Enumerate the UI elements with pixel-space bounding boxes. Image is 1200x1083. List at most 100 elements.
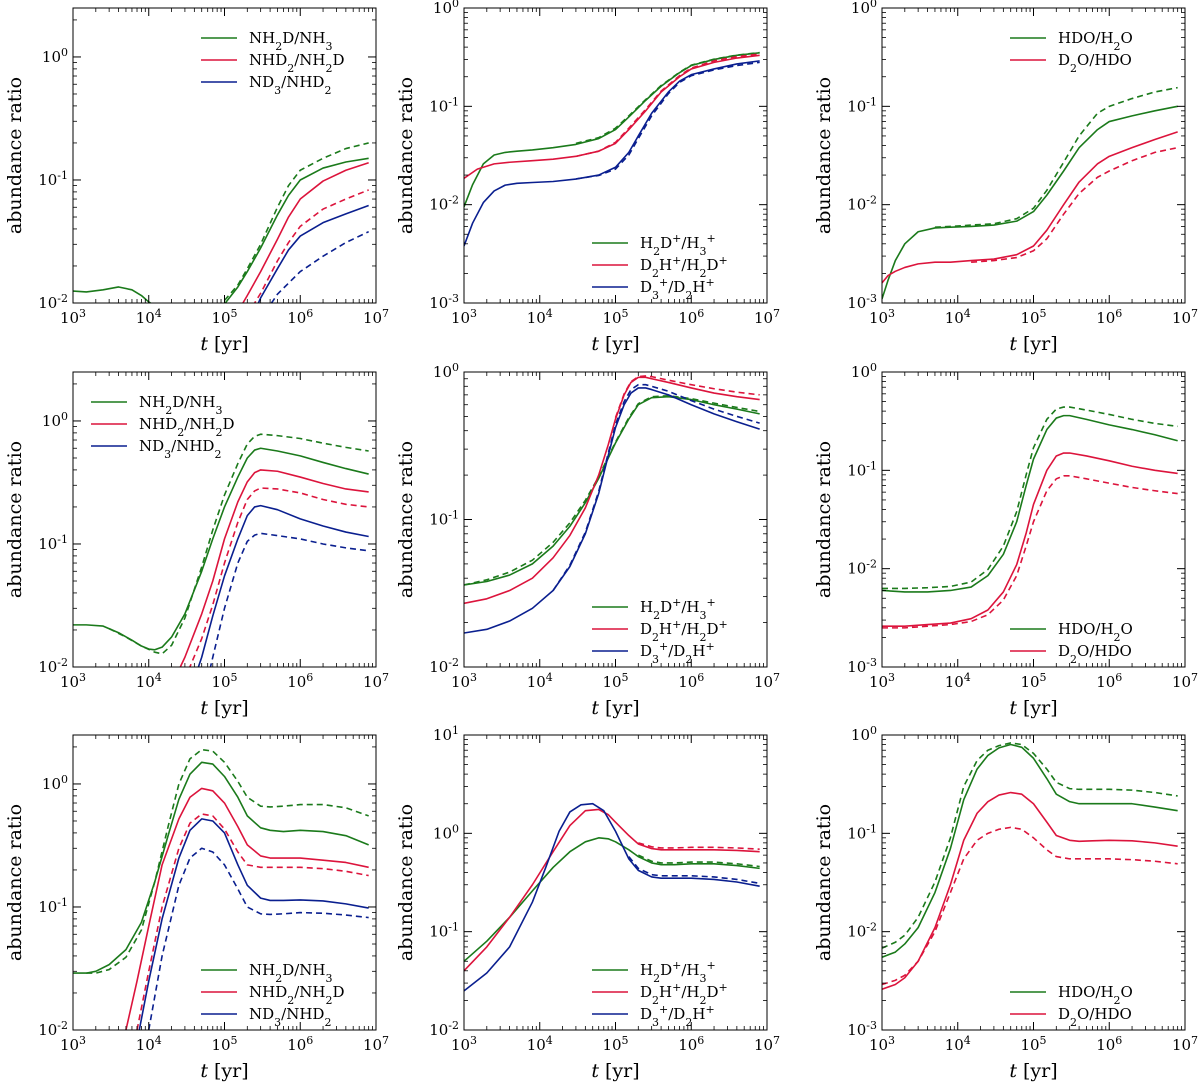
series-line-nh2d-nh3 <box>73 447 369 651</box>
y-axis: 10-3 10-2 10-1 100 <box>847 724 1185 1040</box>
y-tick-label: 10-1 <box>38 168 68 189</box>
x-tick-label: 105 <box>602 671 628 692</box>
chart-panel-row1-col3: 103 104 105 106 107 10-3 10-2 10-1 100 t [yr] abun… <box>813 0 1198 355</box>
axes-frame <box>881 7 1186 304</box>
y-tick-label: 10-2 <box>429 1019 459 1040</box>
legend-label-d2o-hdo: D2O/HDO <box>1058 51 1132 75</box>
series-line-d2h-h2d- <box>464 808 760 972</box>
x-tick-label: 104 <box>527 307 553 328</box>
x-axis: 103 104 105 106 107 <box>451 735 780 1054</box>
x-tick-label: 103 <box>60 671 86 692</box>
legend-label-d2o-hdo: D2O/HDO <box>1058 1005 1132 1029</box>
series-line-d2o-hdo <box>882 791 1178 990</box>
y-tick-label: 100 <box>433 822 459 843</box>
y-tick-label: 10-1 <box>38 895 68 916</box>
plot-area <box>73 142 370 303</box>
y-tick-label: 10-2 <box>38 292 68 313</box>
y-tick-label: 10-1 <box>429 508 459 529</box>
x-tick-label: 106 <box>287 671 313 692</box>
x-tick-label: 103 <box>451 307 477 328</box>
y-tick-label: 10-2 <box>429 193 459 214</box>
legend-label-d3-d2h-: D3+/D2H+ <box>640 1003 715 1029</box>
y-tick-label: 10-1 <box>429 920 459 941</box>
series-line-d3-d2h--dashed <box>552 383 760 591</box>
chart-panel-row3-col2: 103 104 105 106 107 10-2 10-1 100 101 t [yr] abund… <box>395 724 780 1083</box>
x-tick-label: 103 <box>869 671 895 692</box>
series-line-d3-d2h- <box>464 387 760 634</box>
y-tick-label: 10-3 <box>847 292 877 313</box>
series-line-nhd2-nh2d <box>179 469 369 667</box>
y-tick-label: 100 <box>851 0 877 17</box>
x-tick-label: 106 <box>678 307 704 328</box>
series-line-d2h-h2d--dashed <box>614 375 760 418</box>
y-tick-label: 10-2 <box>38 656 68 677</box>
y-tick-label: 10-1 <box>847 459 877 480</box>
series-line-d3-d2h--dashed <box>575 61 760 180</box>
x-tick-label: 107 <box>363 671 389 692</box>
x-axis-label: t [yr] <box>200 1060 248 1082</box>
x-tick-label: 103 <box>869 307 895 328</box>
x-tick-label: 105 <box>602 307 628 328</box>
legend-label-hdo-h2o: HDO/H2O <box>1058 620 1133 644</box>
x-tick-label: 106 <box>287 307 313 328</box>
series-line-nhd2-nh2d-dashed <box>136 813 369 1030</box>
series-line-nd3-nhd2-dashed <box>209 532 369 667</box>
plot-area <box>73 433 369 667</box>
series-line-h2d-h3--dashed <box>464 394 760 586</box>
y-tick-label: 100 <box>851 361 877 382</box>
series-line-hdo-h2o-dashed <box>934 86 1178 228</box>
chart-panel-row3-col1: 103 104 105 106 107 10-2 10-1 100 t [yr] abundanc… <box>4 734 389 1082</box>
series-line-hdo-h2o <box>882 105 1178 300</box>
series-line-hdo-h2o <box>882 414 1178 593</box>
x-tick-label: 105 <box>602 1034 628 1055</box>
x-tick-label: 104 <box>945 307 971 328</box>
x-tick-label: 107 <box>363 1034 389 1055</box>
y-axis-label: abundance ratio <box>4 77 26 234</box>
axes-frame <box>881 734 1186 1031</box>
x-tick-label: 105 <box>1020 307 1046 328</box>
x-tick-label: 106 <box>678 671 704 692</box>
x-tick-label: 105 <box>211 307 237 328</box>
series-line-nd3-nhd2 <box>257 204 369 303</box>
y-axis: 10-2 10-1 100 <box>38 746 376 1039</box>
axes-frame <box>72 734 377 1031</box>
series-line-h2d-h3- <box>464 395 760 586</box>
legend-label-nd3-nhd2: ND3/NHD2 <box>249 1005 331 1029</box>
y-tick-label: 10-2 <box>847 920 877 941</box>
y-tick-label: 10-1 <box>38 532 68 553</box>
y-tick-label: 10-2 <box>429 656 459 677</box>
y-tick-label: 100 <box>42 772 68 793</box>
y-axis: 10-2 10-1 100 101 <box>429 724 767 1040</box>
x-axis-label: t [yr] <box>1009 1060 1057 1082</box>
y-tick-label: 10-1 <box>847 95 877 116</box>
y-tick-label: 10-2 <box>847 193 877 214</box>
series-line-nh2d-nh3-dashed <box>86 748 369 974</box>
y-tick-label: 100 <box>433 0 459 17</box>
legend-label-d2h-h2d-: D2H+/H2D+ <box>640 254 728 280</box>
series-line-d2h-h2d--dashed <box>638 842 760 850</box>
legend-label-d3-d2h-: D3+/D2H+ <box>640 640 715 666</box>
chart-panel-row2-col1: 103 104 105 106 107 10-2 10-1 100 t [yr] abundanc… <box>4 371 389 719</box>
legend-label-d2o-hdo: D2O/HDO <box>1058 642 1132 666</box>
y-tick-label: 10-3 <box>847 1019 877 1040</box>
y-axis: 10-3 10-2 10-1 100 <box>847 0 1185 312</box>
x-axis: 103 104 105 106 107 <box>451 8 780 327</box>
series-line-h2d-h3- <box>464 52 760 208</box>
series-line-d2o-hdo <box>882 452 1178 627</box>
x-axis: 103 104 105 106 107 <box>869 8 1198 327</box>
chart-panel-row2-col3: 103 104 105 106 107 10-3 10-2 10-1 100 t [yr] abun… <box>813 361 1198 720</box>
series-line-h2d-h3--dashed <box>575 51 760 145</box>
legend-label-nh2d-nh3: NH2D/NH3 <box>249 961 333 985</box>
x-axis-label: t [yr] <box>200 697 248 719</box>
x-tick-label: 106 <box>678 1034 704 1055</box>
x-tick-label: 104 <box>945 1034 971 1055</box>
x-axis: 103 104 105 106 107 <box>60 735 389 1054</box>
y-axis-label: abundance ratio <box>395 441 417 598</box>
x-tick-label: 107 <box>754 307 780 328</box>
series-line-nd3-nhd2-dashed <box>270 230 370 303</box>
series-line-d3-d2h--dashed <box>628 856 760 885</box>
series-line-nh2d-nh3-dashed <box>108 433 369 655</box>
x-axis-label: t [yr] <box>1009 333 1057 355</box>
